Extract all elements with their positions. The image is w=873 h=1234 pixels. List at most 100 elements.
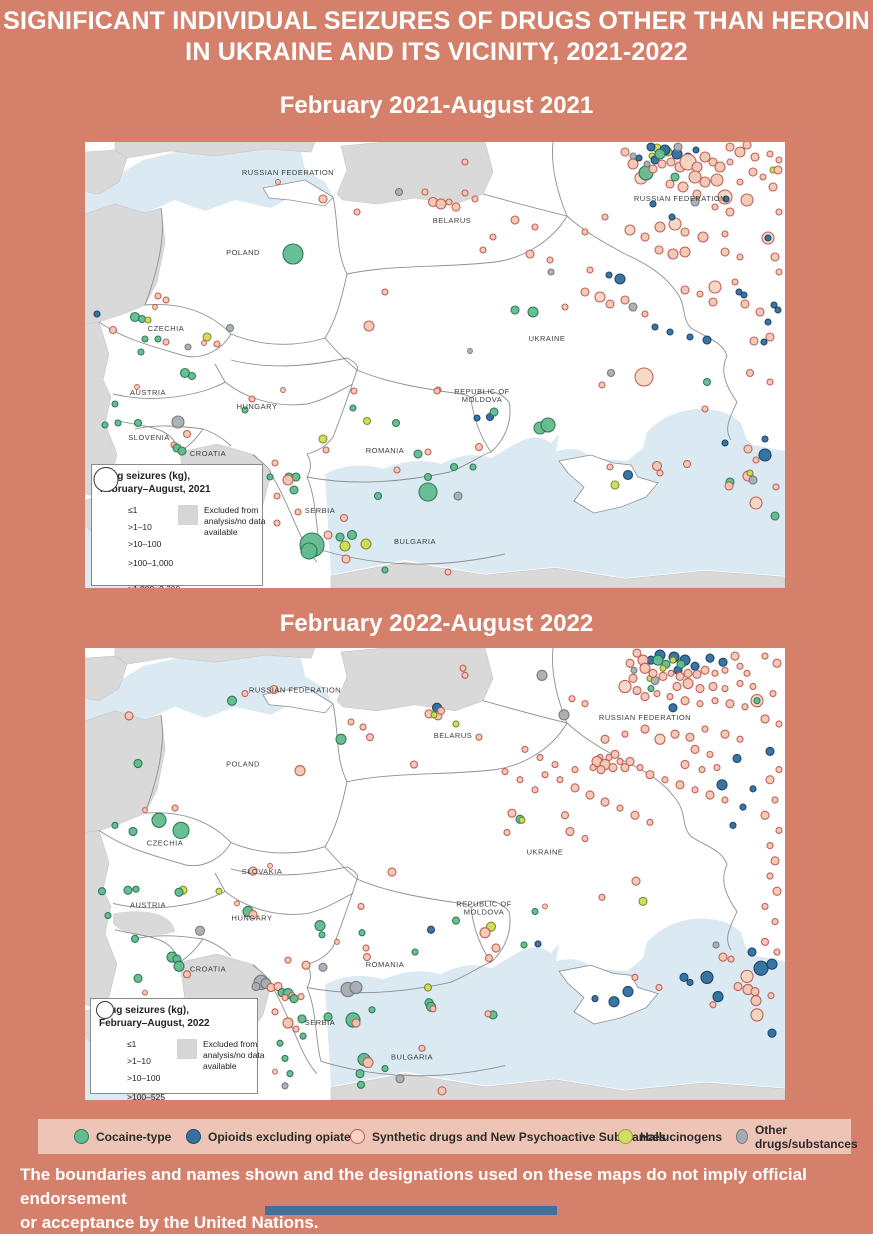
seizure-marker-s xyxy=(727,955,735,963)
size-legend-label: ≤1 xyxy=(128,504,138,515)
seizure-marker-s xyxy=(697,231,709,243)
seizure-marker-s xyxy=(743,444,753,454)
seizure-marker-o xyxy=(534,940,542,948)
seizure-marker-s xyxy=(688,170,702,184)
seizure-marker-s xyxy=(666,157,676,167)
seizure-marker-s xyxy=(581,700,589,708)
seizure-marker-s xyxy=(760,937,770,947)
seizure-marker-o xyxy=(766,958,778,970)
seizure-marker-s xyxy=(749,682,757,691)
seizure-marker-s xyxy=(507,808,517,818)
country-border xyxy=(224,890,354,915)
country-border xyxy=(98,321,232,358)
category-dot-icon xyxy=(736,1129,748,1144)
seizure-marker-s xyxy=(162,338,170,346)
seizure-marker-s xyxy=(350,387,358,395)
crimea-peninsula xyxy=(558,454,659,514)
seizure-marker-s xyxy=(710,173,724,187)
seizure-marker-s xyxy=(281,994,289,1002)
seizure-marker-h xyxy=(360,538,372,550)
seizure-marker-c xyxy=(299,1032,307,1040)
size-legend-row: >1,000–2,200 xyxy=(93,467,254,588)
country-border xyxy=(346,215,568,275)
category-legend-bar: Cocaine-type Opioids excluding opiates Syn… xyxy=(38,1119,858,1154)
seizure-marker-o xyxy=(679,972,689,982)
country-border xyxy=(179,938,204,963)
seizure-marker-c xyxy=(527,306,539,318)
seizure-marker-h xyxy=(610,480,620,490)
seizure-marker-s xyxy=(628,673,638,684)
country-label: AUSTRIA xyxy=(130,388,166,397)
seizure-marker-c xyxy=(418,482,438,502)
seizure-marker-c xyxy=(368,1006,376,1014)
seizure-marker-h xyxy=(746,469,754,477)
seizure-marker-s xyxy=(275,179,281,185)
seizure-marker-s xyxy=(705,790,715,800)
seizure-marker-s xyxy=(568,695,576,703)
seizure-marker-s xyxy=(677,181,689,193)
seizure-marker-s xyxy=(182,970,192,979)
country-label: ROMANIA xyxy=(366,960,405,969)
seizure-marker-s xyxy=(765,332,775,342)
seizure-marker-s xyxy=(272,1068,278,1075)
seizure-marker-c xyxy=(449,462,459,472)
seizure-marker-s xyxy=(437,1086,447,1096)
seizure-marker-sl xyxy=(708,280,722,294)
seizure-marker-o xyxy=(608,996,620,1008)
seizure-marker-o xyxy=(765,746,775,756)
page-title-line1: SIGNIFICANT INDIVIDUAL SEIZURES OF DRUGS… xyxy=(3,7,870,35)
country-label: RUSSIAN FEDERATION xyxy=(249,686,341,695)
size-legend-label: >10–100 xyxy=(127,1072,161,1083)
black-sea xyxy=(325,918,785,1090)
seizure-marker-s xyxy=(471,195,479,203)
seizure-marker-o xyxy=(739,803,747,811)
seizure-marker-g xyxy=(453,491,463,501)
seizure-marker-c xyxy=(123,885,133,895)
seizure-marker-c xyxy=(670,172,680,182)
seizure-marker-o xyxy=(764,234,772,242)
seizure-marker-o xyxy=(770,301,778,309)
seizure-marker-s xyxy=(171,804,179,812)
seizure-marker-s xyxy=(700,665,710,675)
seizure-marker-h xyxy=(638,896,648,906)
seizure-marker-s xyxy=(721,666,729,674)
seizure-marker-s xyxy=(273,519,281,527)
country-border xyxy=(320,1061,506,1077)
seizure-marker-c xyxy=(111,400,119,408)
seizure-marker-s xyxy=(695,683,705,694)
seizure-marker-g xyxy=(712,941,720,949)
seizure-marker-s xyxy=(461,158,469,166)
country-border xyxy=(552,142,568,217)
seizure-marker-s xyxy=(720,729,730,739)
disclaimer-line1: The boundaries and names shown and the d… xyxy=(20,1165,807,1208)
seizure-marker-s xyxy=(721,684,729,693)
country-border xyxy=(270,984,318,1074)
seizure-marker-s xyxy=(347,718,355,726)
seizure-marker-s xyxy=(565,826,575,837)
seizure-marker-o xyxy=(721,439,729,447)
seizure-marker-sl xyxy=(624,224,636,236)
seizure-marker-c xyxy=(520,941,528,949)
country-border xyxy=(324,846,358,880)
seizure-marker-c xyxy=(128,826,138,837)
seizure-marker-s xyxy=(489,233,497,241)
seizure-marker-s xyxy=(445,198,453,206)
country-label: SLOVAKIA xyxy=(242,867,283,876)
seizure-marker-s xyxy=(474,442,484,452)
seizure-marker-s xyxy=(775,268,783,276)
seizure-marker-s xyxy=(459,664,467,672)
seizure-marker-s xyxy=(769,690,777,698)
country-border xyxy=(230,333,326,345)
seizure-marker-s xyxy=(621,730,629,738)
black-sea xyxy=(325,408,785,578)
seizure-marker-c xyxy=(151,812,167,828)
seizure-marker-c xyxy=(355,1069,365,1079)
seizure-marker-s xyxy=(248,866,258,876)
seizure-marker-s xyxy=(282,1017,294,1029)
seizure-marker-s xyxy=(761,652,769,660)
seizure-marker-s xyxy=(461,671,469,679)
seizure-marker-c xyxy=(451,916,461,925)
excluded-legend-label: Excluded from analysis/no data available xyxy=(204,505,266,538)
seizure-marker-h xyxy=(452,720,460,728)
seizure-marker-s xyxy=(620,762,630,773)
